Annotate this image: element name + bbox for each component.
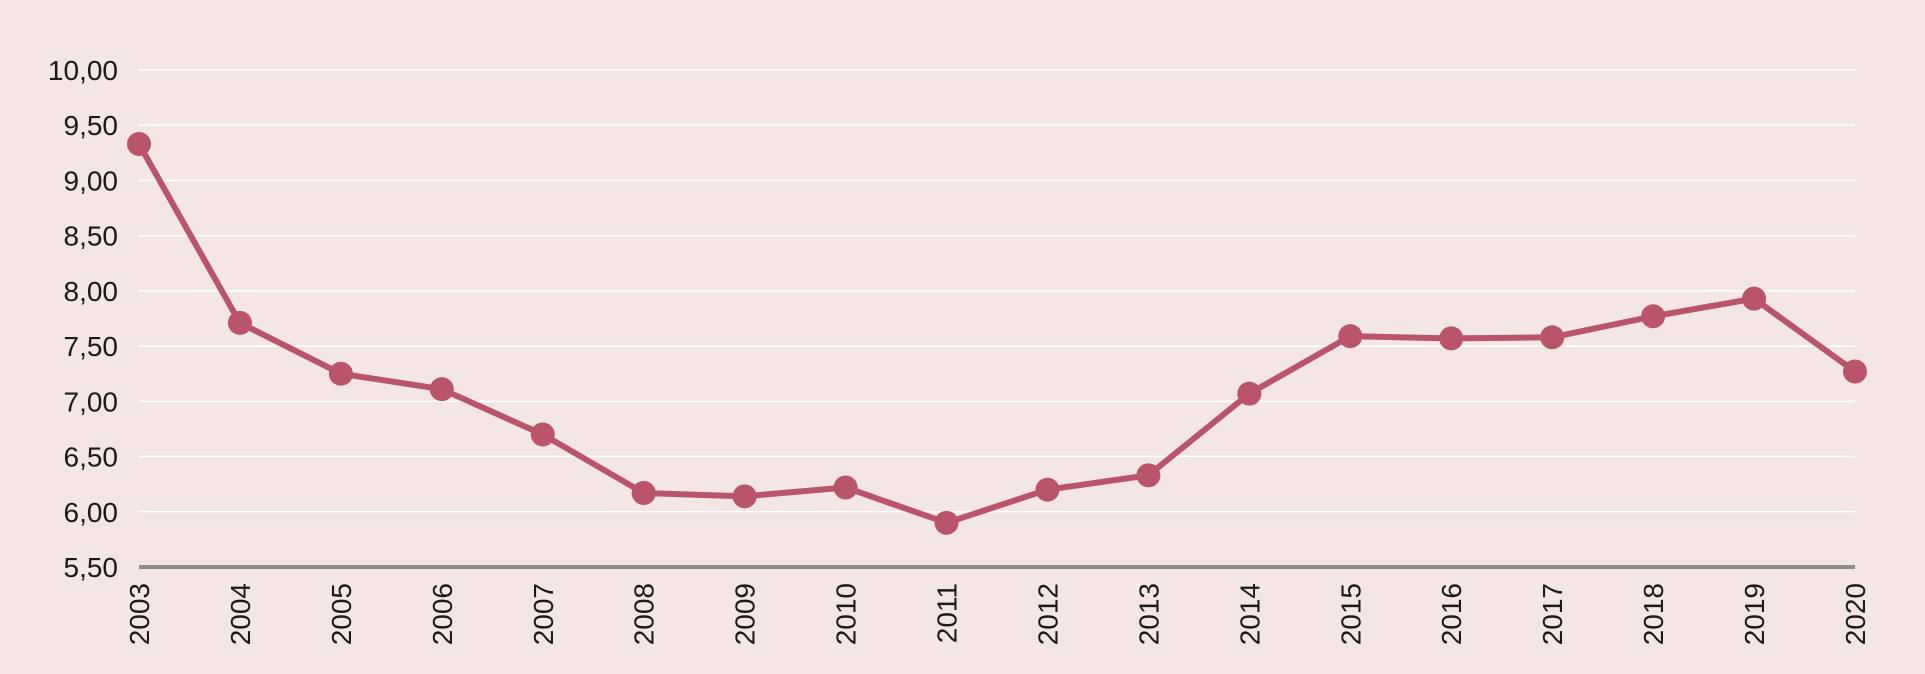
y-axis-ticks: 5,50 6,00 6,50 7,00 7,50 8,00 8,50 9,00 9,50 10,0… bbox=[48, 55, 118, 583]
data-point bbox=[1843, 359, 1867, 384]
y-tick-label: 5,50 bbox=[64, 552, 119, 583]
gridlines bbox=[139, 69, 1855, 513]
data-point bbox=[530, 422, 555, 447]
x-tick-label: 2011 bbox=[932, 583, 963, 643]
x-tick-label: 2006 bbox=[427, 583, 458, 645]
y-tick-label: 8,00 bbox=[64, 276, 119, 307]
data-point bbox=[127, 131, 151, 156]
data-point bbox=[1136, 463, 1161, 488]
data-point bbox=[1742, 286, 1767, 311]
x-tick-label: 2007 bbox=[528, 583, 559, 645]
x-tick-label: 2015 bbox=[1335, 583, 1366, 645]
x-tick-label: 2017 bbox=[1537, 583, 1568, 645]
y-tick-label: 7,50 bbox=[64, 331, 119, 362]
y-tick-label: 9,50 bbox=[64, 110, 119, 141]
x-tick-label: 2014 bbox=[1234, 583, 1265, 645]
y-tick-label: 6,50 bbox=[64, 442, 119, 473]
series-points bbox=[127, 131, 1867, 535]
data-point bbox=[934, 510, 959, 535]
data-point bbox=[227, 310, 252, 335]
x-axis-ticks: 2003 2004 2005 2006 2007 2008 2009 2010 2011 2012… bbox=[124, 583, 1871, 645]
x-tick-label: 2019 bbox=[1739, 583, 1770, 645]
x-tick-label: 2020 bbox=[1840, 583, 1871, 645]
y-tick-label: 9,00 bbox=[64, 165, 119, 196]
x-tick-label: 2004 bbox=[225, 583, 256, 645]
data-point bbox=[328, 361, 353, 386]
series-line bbox=[136, 140, 1858, 526]
data-point bbox=[732, 484, 757, 509]
data-point bbox=[1641, 304, 1666, 329]
x-tick-label: 2012 bbox=[1032, 583, 1063, 645]
data-point bbox=[1540, 325, 1565, 350]
data-point bbox=[1338, 324, 1363, 349]
x-tick-label: 2003 bbox=[124, 583, 155, 645]
y-tick-label: 7,00 bbox=[64, 386, 119, 417]
x-tick-label: 2009 bbox=[730, 583, 761, 645]
data-point bbox=[833, 475, 858, 500]
y-tick-label: 8,50 bbox=[64, 221, 119, 252]
data-point bbox=[429, 377, 454, 402]
x-tick-label: 2008 bbox=[629, 583, 660, 645]
x-tick-label: 2016 bbox=[1436, 583, 1467, 645]
x-tick-label: 2010 bbox=[831, 583, 862, 645]
data-point bbox=[1035, 477, 1060, 502]
x-tick-label: 2018 bbox=[1638, 583, 1669, 645]
data-point bbox=[1439, 326, 1464, 351]
x-tick-label: 2013 bbox=[1133, 583, 1164, 645]
data-point bbox=[631, 481, 656, 506]
y-tick-label: 10,00 bbox=[48, 55, 118, 86]
x-tick-label: 2005 bbox=[326, 583, 357, 645]
data-point bbox=[1237, 381, 1262, 406]
series-line-path bbox=[136, 140, 1858, 526]
y-tick-label: 6,00 bbox=[64, 497, 119, 528]
